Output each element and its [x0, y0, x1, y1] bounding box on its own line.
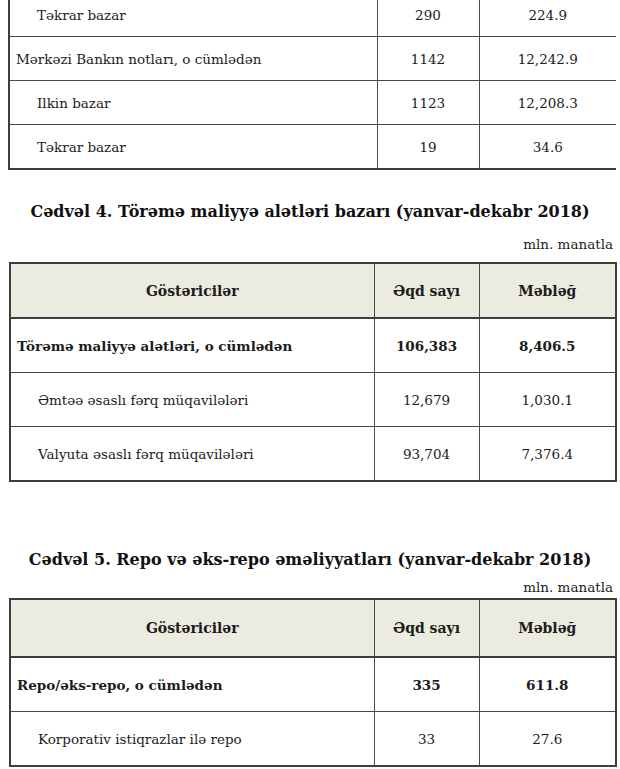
row-deal-count: 1142: [377, 37, 479, 81]
col-header-indicators: Göstəricilər: [10, 263, 374, 318]
row-amount: 27.6: [479, 712, 616, 767]
table4-title: Cədvəl 4. Törəmə maliyyə alətləri bazarı…: [0, 202, 620, 221]
table-row: Korporativ istiqrazlar ilə repo3327.6: [10, 712, 616, 767]
row-label: Korporativ istiqrazlar ilə repo: [10, 712, 374, 767]
table-row: Törəmə maliyyə alətləri, o cümlədən106,3…: [10, 318, 616, 373]
row-label: Mərkəzi Bankın notları, o cümlədən: [9, 37, 377, 81]
row-amount: 611.8: [479, 657, 616, 712]
col-header-deal-count: Əqd sayı: [374, 263, 479, 318]
document-page: { "top_table": { "rows": [ {"label": "Tə…: [0, 0, 620, 769]
row-amount: 1,030.1: [479, 373, 616, 427]
table5-wrap: Göstəricilər Əqd sayı Məbləğ Repo/əks-re…: [9, 598, 617, 767]
row-label: Təkrar bazar: [9, 0, 377, 37]
row-label: Repo/əks-repo, o cümlədən: [10, 657, 374, 712]
row-amount: 12,242.9: [479, 37, 616, 81]
row-amount: 12,208.3: [479, 81, 616, 125]
table-row: Mərkəzi Bankın notları, o cümlədən114212…: [9, 37, 616, 81]
row-deal-count: 290: [377, 0, 479, 37]
table4-wrap: Göstəricilər Əqd sayı Məbləğ Törəmə mali…: [9, 262, 617, 482]
row-amount: 34.6: [479, 125, 616, 170]
top-partial-table-clip: Təkrar bazar290224.9Mərkəzi Bankın notla…: [8, 0, 616, 172]
table5-unit-label: mln. manatla: [313, 579, 613, 595]
row-label: Törəmə maliyyə alətləri, o cümlədən: [10, 318, 374, 373]
table-row: Repo/əks-repo, o cümlədən335611.8: [10, 657, 616, 712]
row-deal-count: 335: [374, 657, 479, 712]
table-row: Valyuta əsaslı fərq müqavilələri93,7047,…: [10, 427, 616, 482]
row-deal-count: 12,679: [374, 373, 479, 427]
repo-operations-table-body: Repo/əks-repo, o cümlədən335611.8Korpora…: [10, 657, 616, 766]
col-header-amount: Məbləğ: [479, 599, 616, 657]
repo-operations-table: Göstəricilər Əqd sayı Məbləğ Repo/əks-re…: [9, 598, 617, 767]
row-deal-count: 93,704: [374, 427, 479, 482]
row-deal-count: 19: [377, 125, 479, 170]
derivatives-market-table-body: Törəmə maliyyə alətləri, o cümlədən106,3…: [10, 318, 616, 481]
table-row: Əmtəə əsaslı fərq müqavilələri12,6791,03…: [10, 373, 616, 427]
derivatives-market-table: Göstəricilər Əqd sayı Məbləğ Törəmə mali…: [9, 262, 617, 482]
header-row: Göstəricilər Əqd sayı Məbləğ: [10, 599, 616, 657]
row-amount: 224.9: [479, 0, 616, 37]
row-label: Əmtəə əsaslı fərq müqavilələri: [10, 373, 374, 427]
row-deal-count: 106,383: [374, 318, 479, 373]
col-header-indicators: Göstəricilər: [10, 599, 374, 657]
table-row: Təkrar bazar290224.9: [9, 0, 616, 37]
row-deal-count: 1123: [377, 81, 479, 125]
col-header-amount: Məbləğ: [479, 263, 616, 318]
row-amount: 8,406.5: [479, 318, 616, 373]
row-label: Valyuta əsaslı fərq müqavilələri: [10, 427, 374, 482]
row-amount: 7,376.4: [479, 427, 616, 482]
securities-market-table-body: Təkrar bazar290224.9Mərkəzi Bankın notla…: [9, 0, 616, 169]
table4-unit-label: mln. manatla: [313, 236, 613, 252]
table-row: Təkrar bazar1934.6: [9, 125, 616, 170]
col-header-deal-count: Əqd sayı: [374, 599, 479, 657]
row-label: Ilkin bazar: [9, 81, 377, 125]
row-deal-count: 33: [374, 712, 479, 767]
row-label: Təkrar bazar: [9, 125, 377, 170]
table5-title: Cədvəl 5. Repo və əks-repo əməliyyatları…: [0, 550, 620, 569]
table-row: Ilkin bazar112312,208.3: [9, 81, 616, 125]
header-row: Göstəricilər Əqd sayı Məbləğ: [10, 263, 616, 318]
securities-market-table: Təkrar bazar290224.9Mərkəzi Bankın notla…: [8, 0, 616, 170]
